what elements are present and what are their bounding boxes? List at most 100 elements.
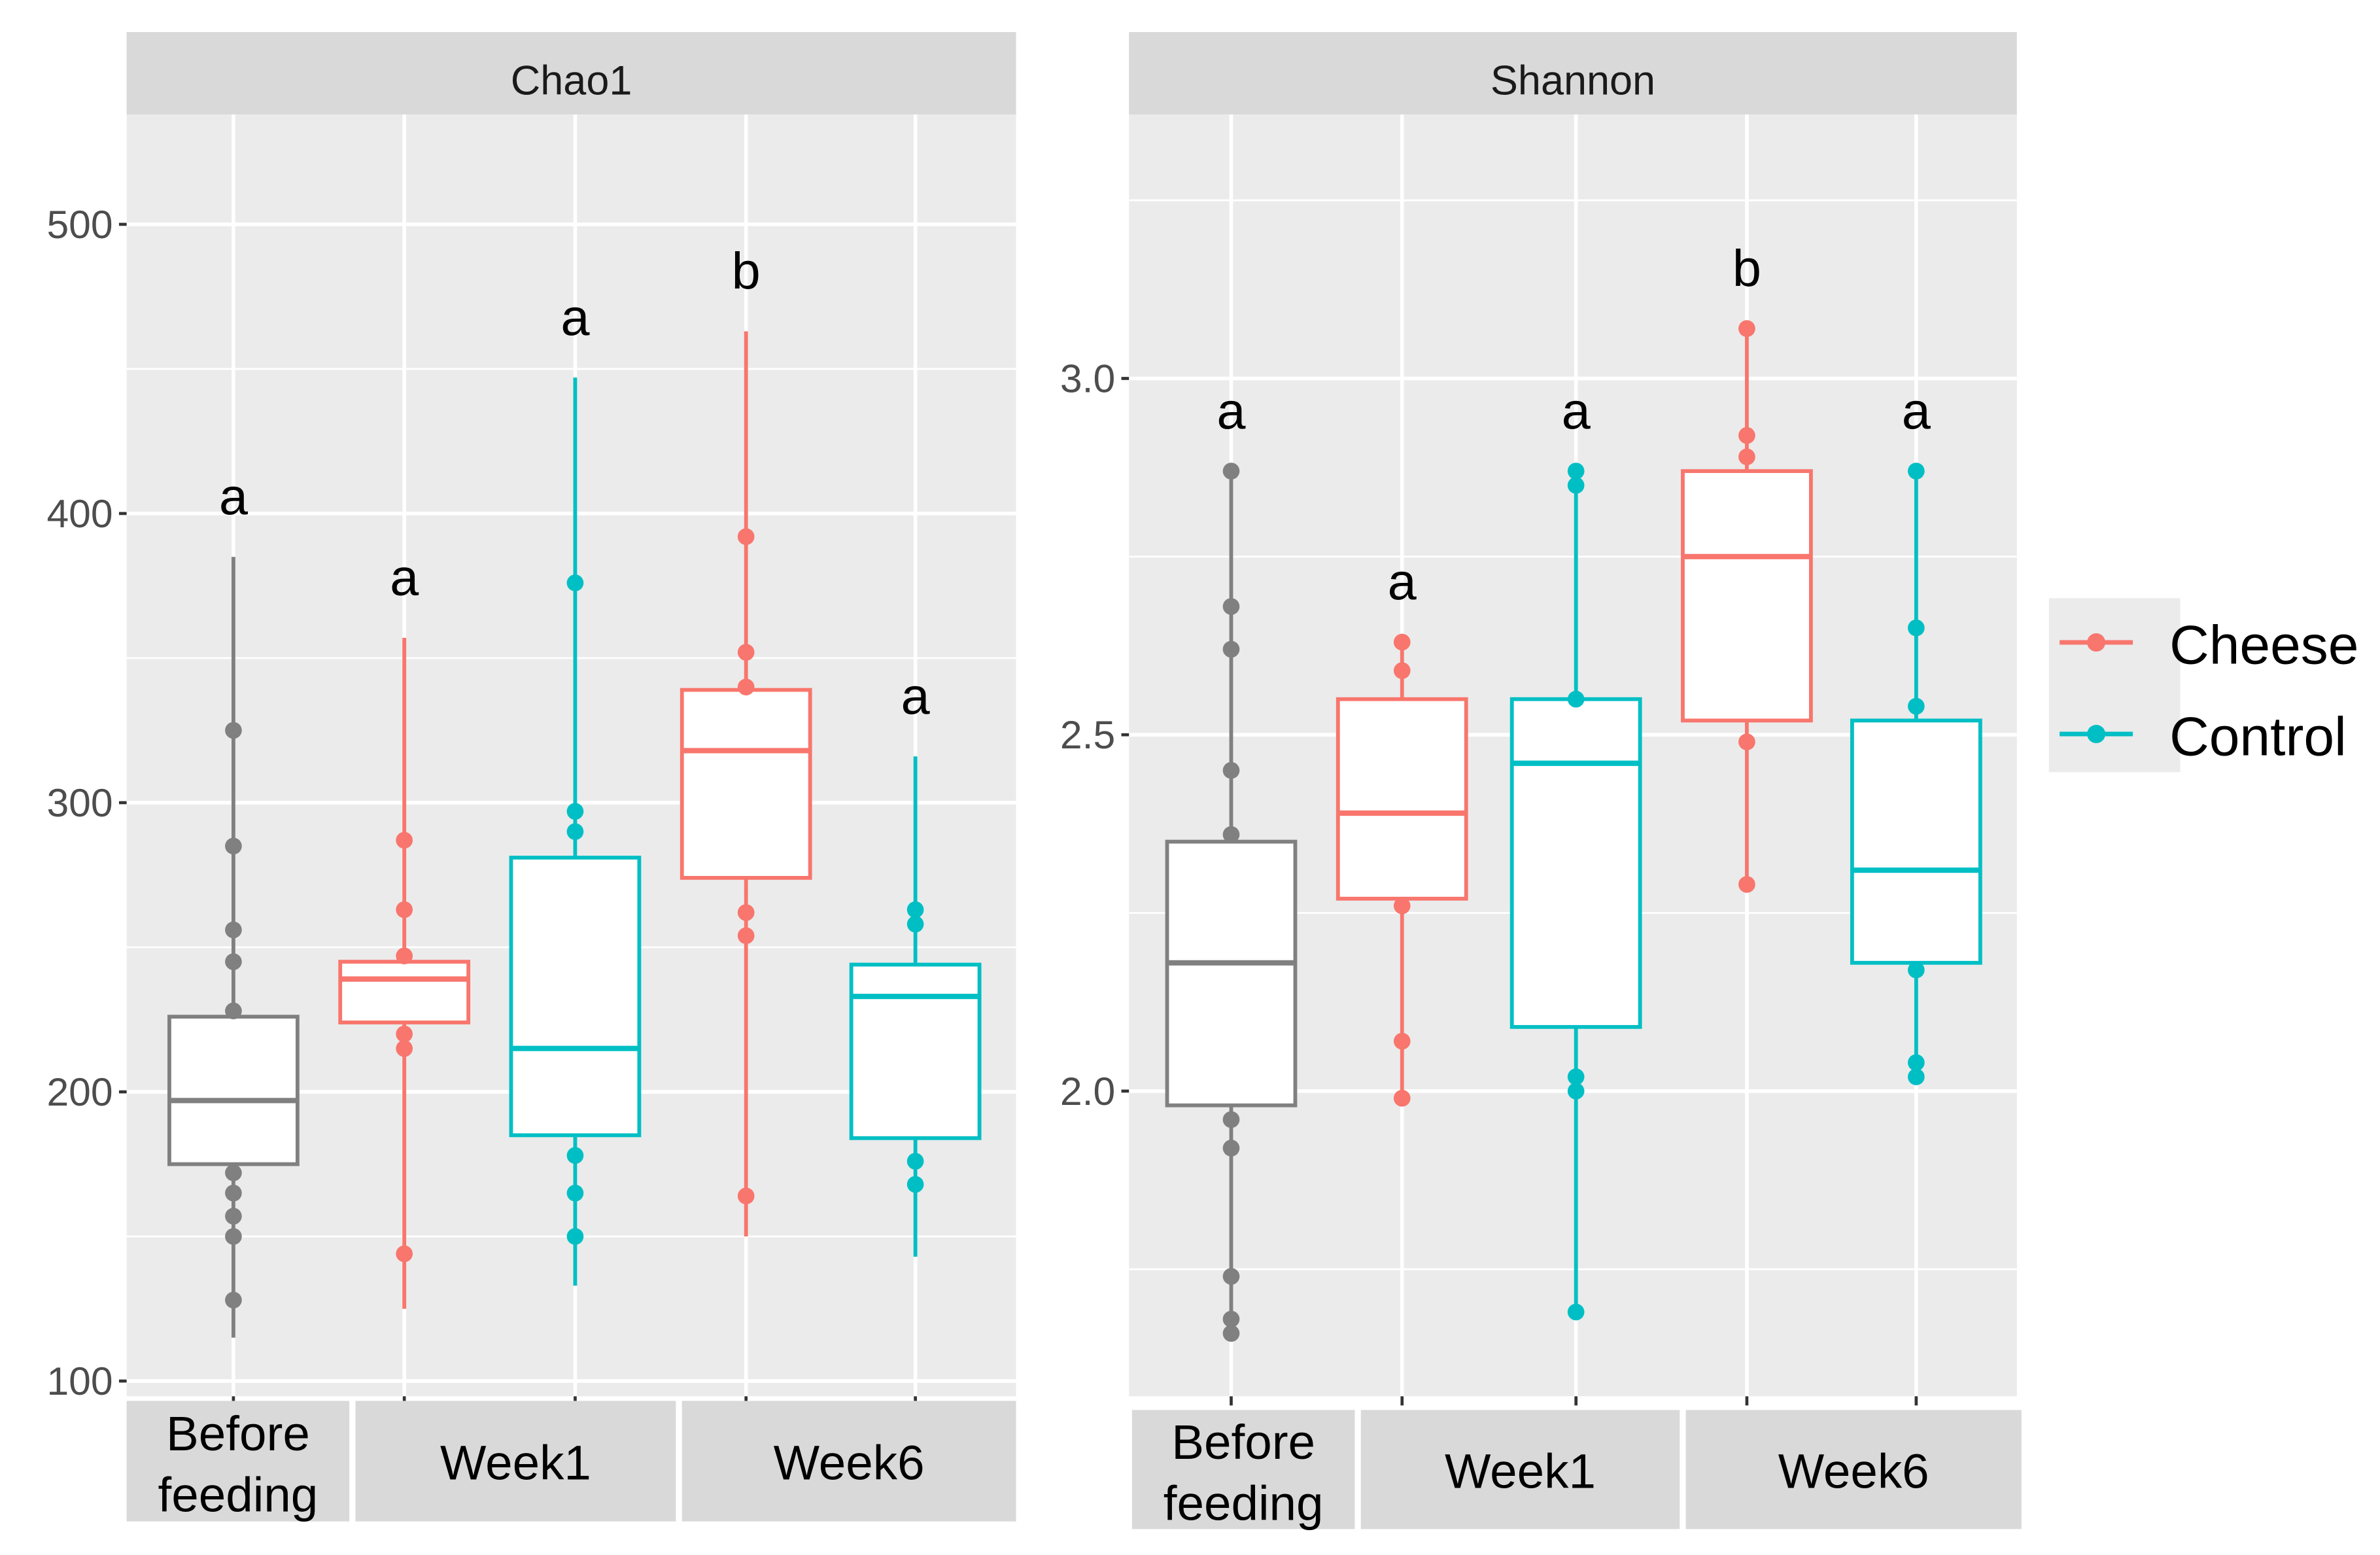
y-tick-label: 400 xyxy=(46,491,112,536)
box-cheese-week6: b xyxy=(680,241,812,1237)
data-point xyxy=(1222,761,1240,779)
data-point xyxy=(1908,1054,1925,1072)
data-point xyxy=(225,837,242,855)
box xyxy=(338,960,471,1024)
data-point xyxy=(737,644,755,661)
data-point xyxy=(225,1184,242,1202)
data-point xyxy=(1393,1089,1411,1107)
data-point xyxy=(566,574,584,591)
y-tick-label: 300 xyxy=(46,780,112,825)
data-point xyxy=(1908,961,1925,979)
data-point xyxy=(1567,1303,1585,1321)
box-cheese-week1: a xyxy=(338,548,471,1309)
box xyxy=(167,1015,300,1166)
box-cheese-week1: a xyxy=(1336,552,1468,1107)
data-point xyxy=(1908,463,1925,480)
panel-shannon: Shannon 2.0 2.5 3.0 a a a b a Before feeding Week1 W… xyxy=(1060,31,2022,1530)
data-point xyxy=(1393,662,1411,679)
data-point xyxy=(906,1153,924,1170)
box xyxy=(1509,697,1642,1029)
significance-label: a xyxy=(901,667,931,725)
data-point xyxy=(1908,1068,1925,1085)
data-point xyxy=(396,1025,413,1043)
data-point xyxy=(737,904,755,921)
data-point xyxy=(737,927,755,945)
box-control-week6: a xyxy=(849,667,982,1257)
data-point xyxy=(225,1002,242,1020)
box xyxy=(849,962,982,1140)
data-point xyxy=(225,921,242,939)
data-point xyxy=(396,831,413,849)
box-before-before-feeding: a xyxy=(167,467,300,1338)
data-point xyxy=(906,1176,924,1193)
y-tick-label: 200 xyxy=(46,1070,112,1114)
box-control-week6: a xyxy=(1850,381,1982,1085)
box xyxy=(1681,469,1813,723)
data-point xyxy=(1222,1325,1240,1342)
group-label: Before xyxy=(166,1406,310,1461)
data-point xyxy=(906,901,924,918)
box-control-week1: a xyxy=(1509,381,1642,1321)
significance-label: a xyxy=(1216,381,1246,440)
legend-dot-cheese xyxy=(2087,633,2106,652)
data-point xyxy=(1222,1268,1240,1285)
legend-item-control: Control xyxy=(2060,706,2347,767)
group-strip xyxy=(355,1401,676,1522)
data-point xyxy=(396,1040,413,1057)
data-point xyxy=(1738,427,1755,444)
group-strip xyxy=(1131,1410,1355,1529)
significance-label: a xyxy=(1562,381,1591,440)
data-point xyxy=(225,1291,242,1309)
data-point xyxy=(566,1184,584,1202)
legend-item-cheese: Cheese xyxy=(2060,614,2359,676)
box xyxy=(509,856,642,1138)
group-strip xyxy=(126,1401,350,1522)
data-point xyxy=(396,1245,413,1263)
data-point xyxy=(906,915,924,933)
data-point xyxy=(1908,619,1925,637)
data-point xyxy=(1738,320,1755,338)
box xyxy=(1165,839,1298,1108)
data-point xyxy=(1567,690,1585,708)
data-point xyxy=(1908,697,1925,715)
data-point xyxy=(1393,1032,1411,1050)
significance-label: a xyxy=(1388,552,1417,610)
facet-strip xyxy=(126,31,1016,114)
significance-label: b xyxy=(1733,239,1761,297)
significance-label: b xyxy=(732,241,761,300)
data-point xyxy=(566,1228,584,1245)
y-tick-label: 2.0 xyxy=(1060,1069,1115,1113)
significance-label: a xyxy=(390,548,419,606)
data-point xyxy=(1222,1111,1240,1128)
data-point xyxy=(396,901,413,918)
data-point xyxy=(737,678,755,696)
data-point xyxy=(1222,463,1240,480)
y-tick-label: 2.5 xyxy=(1060,712,1115,757)
data-point xyxy=(1567,477,1585,494)
group-strip xyxy=(681,1401,1016,1522)
data-point xyxy=(1393,897,1411,915)
data-point xyxy=(225,1228,242,1245)
facet-title: Chao1 xyxy=(511,58,632,104)
data-point xyxy=(737,1187,755,1204)
box xyxy=(680,688,812,880)
group-label: Before xyxy=(1171,1414,1315,1469)
group-label: Week1 xyxy=(440,1435,591,1490)
data-point xyxy=(225,1208,242,1225)
group-strip xyxy=(1360,1410,1680,1529)
data-point xyxy=(225,722,242,739)
box xyxy=(1850,718,1982,965)
box-before-before-feeding: a xyxy=(1165,381,1298,1342)
significance-label: a xyxy=(561,288,590,346)
data-point xyxy=(1222,1310,1240,1328)
data-point xyxy=(1738,448,1755,466)
data-point xyxy=(1222,598,1240,615)
data-point xyxy=(396,947,413,965)
group-label: Week1 xyxy=(1445,1443,1596,1498)
legend-label-cheese: Cheese xyxy=(2169,614,2358,676)
data-point xyxy=(1738,733,1755,750)
group-label: Week6 xyxy=(1778,1443,1929,1498)
y-tick-label: 3.0 xyxy=(1060,356,1115,400)
data-point xyxy=(566,803,584,820)
group-strip xyxy=(1685,1410,2022,1529)
